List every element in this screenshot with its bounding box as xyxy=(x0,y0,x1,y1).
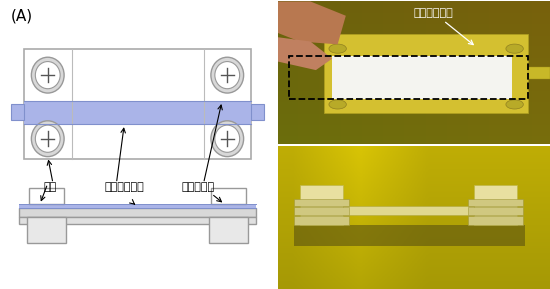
Bar xyxy=(294,225,525,246)
Bar xyxy=(211,188,246,204)
Bar xyxy=(300,185,343,225)
Circle shape xyxy=(329,44,346,53)
Bar xyxy=(468,208,522,215)
Bar xyxy=(294,199,349,206)
Circle shape xyxy=(215,62,240,89)
Polygon shape xyxy=(278,37,332,70)
Bar xyxy=(343,206,474,215)
Bar xyxy=(19,208,256,217)
Circle shape xyxy=(35,125,60,152)
Circle shape xyxy=(506,100,523,109)
Text: (B): (B) xyxy=(286,6,308,21)
Bar xyxy=(26,217,66,243)
Text: フッ素樹脂: フッ素樹脂 xyxy=(182,182,215,192)
Text: 超薄板ガラス: 超薄板ガラス xyxy=(414,8,473,45)
Bar xyxy=(528,67,550,79)
Bar xyxy=(24,101,251,124)
Bar xyxy=(468,216,522,225)
Circle shape xyxy=(329,100,346,109)
Circle shape xyxy=(211,57,244,93)
Bar xyxy=(11,104,24,120)
Bar xyxy=(294,208,349,215)
Bar xyxy=(19,204,256,208)
Text: (A): (A) xyxy=(11,9,33,24)
Circle shape xyxy=(31,121,64,157)
Polygon shape xyxy=(278,1,346,44)
Bar xyxy=(19,217,256,224)
Bar xyxy=(29,188,64,204)
Text: 超薄板ガラス: 超薄板ガラス xyxy=(104,182,144,192)
Bar xyxy=(209,217,249,243)
Circle shape xyxy=(506,44,523,53)
Bar xyxy=(289,56,528,99)
Bar xyxy=(251,104,264,120)
Circle shape xyxy=(31,57,64,93)
Bar xyxy=(332,56,512,99)
Bar xyxy=(468,199,522,206)
Text: ネジ: ネジ xyxy=(44,182,57,192)
Bar xyxy=(474,185,518,225)
Bar xyxy=(324,34,528,113)
Bar xyxy=(294,216,349,225)
Circle shape xyxy=(215,125,240,152)
Circle shape xyxy=(35,62,60,89)
Circle shape xyxy=(211,121,244,157)
Bar xyxy=(24,49,251,159)
